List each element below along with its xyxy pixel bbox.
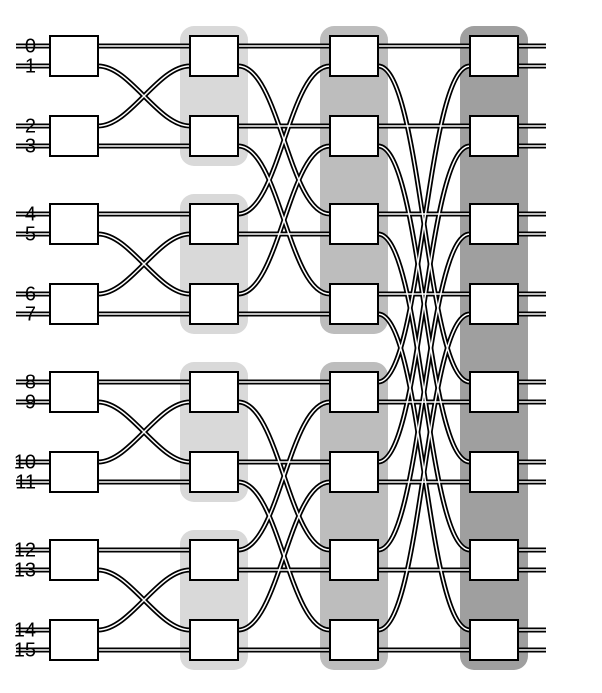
switch-node: [470, 620, 518, 660]
switch-node: [330, 284, 378, 324]
wire-group: [378, 46, 470, 650]
switch-node: [50, 372, 98, 412]
port-label: 0: [25, 35, 36, 57]
switch-node: [330, 36, 378, 76]
switch-node: [190, 116, 238, 156]
switch-node: [330, 452, 378, 492]
port-label: 13: [14, 559, 36, 581]
switch-node: [190, 452, 238, 492]
port-label: 11: [15, 471, 36, 493]
port-label: 12: [14, 539, 36, 561]
switch-node: [190, 36, 238, 76]
switch-node: [50, 36, 98, 76]
switch-node: [470, 204, 518, 244]
port-label: 15: [14, 639, 36, 661]
switch-node: [470, 284, 518, 324]
switch-node: [470, 452, 518, 492]
port-label: 8: [25, 371, 36, 393]
port-label: 1: [25, 55, 36, 77]
switch-node: [50, 284, 98, 324]
switch-node: [190, 284, 238, 324]
port-label: 6: [25, 283, 36, 305]
port-label: 14: [14, 619, 36, 641]
switch-node: [190, 620, 238, 660]
port-label: 9: [25, 391, 36, 413]
switch-node: [330, 540, 378, 580]
switch-node: [50, 204, 98, 244]
switch-node: [190, 540, 238, 580]
switch-node: [190, 372, 238, 412]
port-labels: 0123456789101112131415: [14, 35, 36, 661]
port-label: 2: [25, 115, 36, 137]
wire-group: [98, 46, 190, 650]
port-label: 7: [25, 303, 36, 325]
switch-node: [330, 620, 378, 660]
switch-node: [470, 36, 518, 76]
switch-node: [470, 540, 518, 580]
switch-node: [470, 372, 518, 412]
switch-node: [50, 620, 98, 660]
switch-node: [190, 204, 238, 244]
switch-node: [330, 116, 378, 156]
port-label: 10: [14, 451, 36, 473]
switch-node: [50, 540, 98, 580]
port-label: 3: [25, 135, 36, 157]
wire-group: [238, 46, 330, 650]
port-label: 4: [25, 203, 36, 225]
switch-node: [50, 452, 98, 492]
switch-node: [330, 372, 378, 412]
switching-network-diagram: 0123456789101112131415: [0, 0, 602, 693]
port-label: 5: [25, 223, 36, 245]
switch-node: [330, 204, 378, 244]
switch-node: [470, 116, 518, 156]
switch-node: [50, 116, 98, 156]
